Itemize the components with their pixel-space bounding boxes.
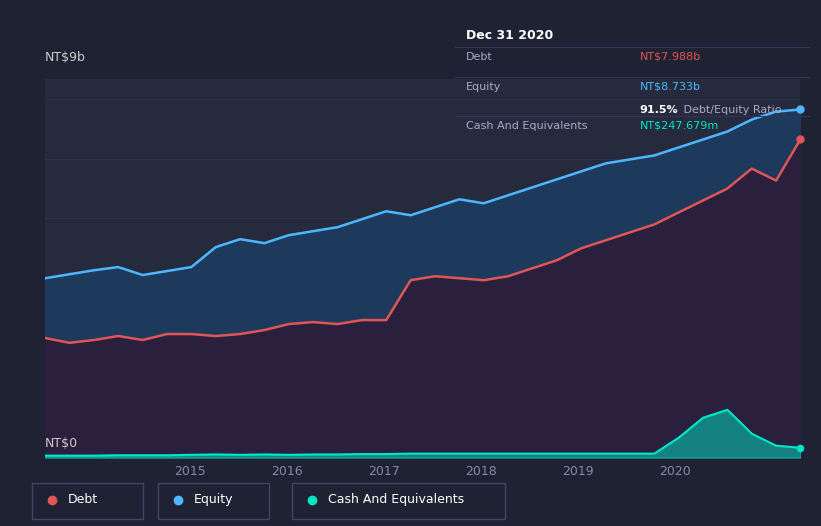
- Text: NT$9b: NT$9b: [45, 50, 86, 64]
- Point: [794, 105, 807, 114]
- Text: NT$8.733b: NT$8.733b: [640, 82, 700, 92]
- Text: Debt/Equity Ratio: Debt/Equity Ratio: [681, 105, 782, 115]
- Text: Debt: Debt: [466, 52, 493, 62]
- FancyBboxPatch shape: [32, 483, 143, 519]
- Text: NT$7.988b: NT$7.988b: [640, 52, 701, 62]
- Point: [794, 443, 807, 452]
- Text: Cash And Equivalents: Cash And Equivalents: [466, 121, 587, 131]
- Text: 91.5%: 91.5%: [640, 105, 678, 115]
- Text: Dec 31 2020: Dec 31 2020: [466, 29, 553, 42]
- Text: Cash And Equivalents: Cash And Equivalents: [328, 493, 464, 506]
- Text: Equity: Equity: [466, 82, 501, 92]
- Text: Debt: Debt: [67, 493, 98, 506]
- FancyBboxPatch shape: [158, 483, 268, 519]
- Point: [794, 135, 807, 144]
- Text: Equity: Equity: [194, 493, 233, 506]
- Text: NT$0: NT$0: [45, 437, 78, 450]
- FancyBboxPatch shape: [292, 483, 505, 519]
- Text: NT$247.679m: NT$247.679m: [640, 121, 719, 131]
